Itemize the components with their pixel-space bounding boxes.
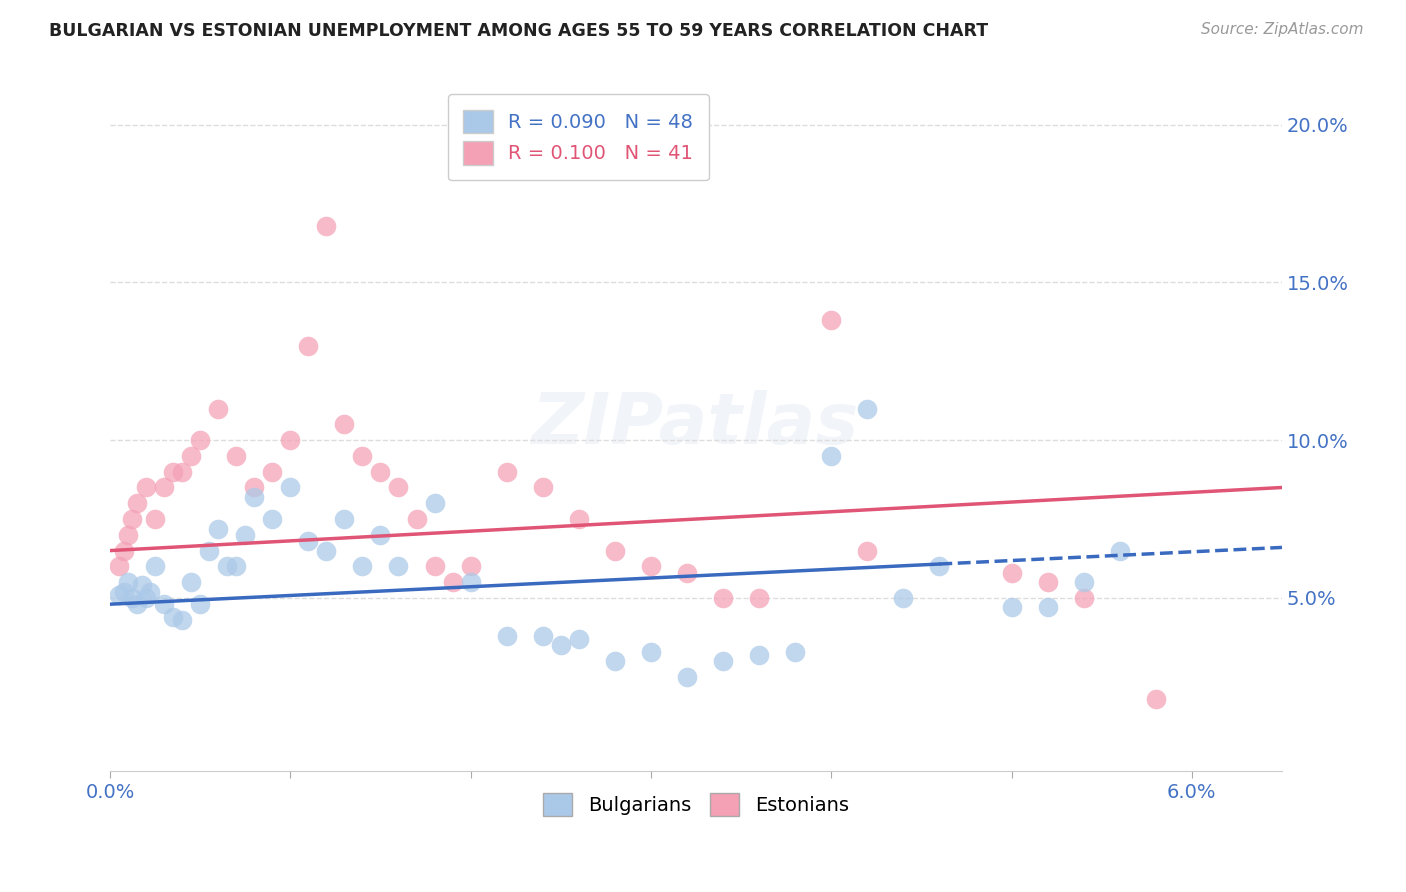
Point <box>278 433 301 447</box>
Point <box>225 559 247 574</box>
Point <box>108 559 131 574</box>
Point <box>603 543 626 558</box>
Point <box>333 512 356 526</box>
Point <box>352 559 374 574</box>
Point <box>153 597 176 611</box>
Point <box>180 449 202 463</box>
Point <box>1108 543 1130 558</box>
Text: BULGARIAN VS ESTONIAN UNEMPLOYMENT AMONG AGES 55 TO 59 YEARS CORRELATION CHART: BULGARIAN VS ESTONIAN UNEMPLOYMENT AMONG… <box>49 22 988 40</box>
Point <box>423 559 446 574</box>
Point <box>370 528 392 542</box>
Point <box>135 481 157 495</box>
Point <box>748 591 770 605</box>
Point <box>460 575 482 590</box>
Point <box>1000 600 1022 615</box>
Point <box>1144 691 1167 706</box>
Point <box>172 613 194 627</box>
Point <box>640 559 662 574</box>
Point <box>172 465 194 479</box>
Point <box>568 632 591 646</box>
Text: ZIPatlas: ZIPatlas <box>533 390 859 458</box>
Point <box>603 654 626 668</box>
Point <box>198 543 221 558</box>
Point <box>820 449 842 463</box>
Point <box>117 575 139 590</box>
Point <box>856 543 879 558</box>
Point <box>297 534 319 549</box>
Point <box>112 543 135 558</box>
Point <box>188 597 211 611</box>
Point <box>188 433 211 447</box>
Point <box>180 575 202 590</box>
Point <box>785 644 807 658</box>
Point <box>1036 600 1059 615</box>
Point <box>891 591 914 605</box>
Point <box>711 591 734 605</box>
Point <box>233 528 256 542</box>
Point <box>112 584 135 599</box>
Point <box>676 670 699 684</box>
Point <box>217 559 239 574</box>
Text: Source: ZipAtlas.com: Source: ZipAtlas.com <box>1201 22 1364 37</box>
Point <box>820 313 842 327</box>
Point <box>207 401 229 416</box>
Point <box>1073 575 1095 590</box>
Point <box>243 481 266 495</box>
Point <box>108 588 131 602</box>
Point <box>131 578 153 592</box>
Point <box>928 559 950 574</box>
Point <box>162 610 184 624</box>
Point <box>153 481 176 495</box>
Point <box>495 465 517 479</box>
Point <box>531 481 554 495</box>
Point <box>333 417 356 432</box>
Point <box>495 629 517 643</box>
Point <box>162 465 184 479</box>
Point <box>370 465 392 479</box>
Point <box>531 629 554 643</box>
Point <box>676 566 699 580</box>
Point <box>856 401 879 416</box>
Point <box>315 543 337 558</box>
Point <box>207 521 229 535</box>
Point <box>278 481 301 495</box>
Point <box>143 559 166 574</box>
Point <box>568 512 591 526</box>
Point <box>441 575 464 590</box>
Point <box>550 638 572 652</box>
Point <box>711 654 734 668</box>
Point <box>121 591 143 605</box>
Point <box>138 584 160 599</box>
Point <box>748 648 770 662</box>
Point <box>315 219 337 233</box>
Point <box>387 481 409 495</box>
Point <box>297 338 319 352</box>
Point <box>262 465 284 479</box>
Point <box>117 528 139 542</box>
Point <box>262 512 284 526</box>
Point <box>125 496 148 510</box>
Point <box>460 559 482 574</box>
Point <box>352 449 374 463</box>
Legend: Bulgarians, Estonians: Bulgarians, Estonians <box>536 785 856 824</box>
Point <box>640 644 662 658</box>
Point <box>225 449 247 463</box>
Point <box>1036 575 1059 590</box>
Point <box>423 496 446 510</box>
Point <box>121 512 143 526</box>
Point <box>387 559 409 574</box>
Point <box>125 597 148 611</box>
Point <box>405 512 427 526</box>
Point <box>143 512 166 526</box>
Point <box>135 591 157 605</box>
Point <box>1000 566 1022 580</box>
Point <box>243 490 266 504</box>
Point <box>1073 591 1095 605</box>
